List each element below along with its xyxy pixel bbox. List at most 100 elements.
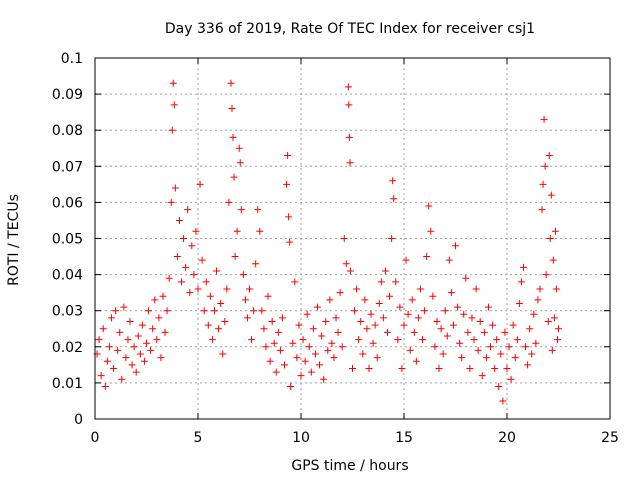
data-point <box>550 314 558 322</box>
data-point <box>408 296 416 304</box>
data-point <box>345 133 353 141</box>
data-point <box>431 343 439 351</box>
data-point <box>441 307 449 315</box>
data-point <box>301 357 309 365</box>
data-point <box>165 274 173 282</box>
data-point <box>472 285 480 293</box>
data-point <box>274 328 282 336</box>
data-point <box>266 357 274 365</box>
data-point <box>262 343 270 351</box>
data-point <box>338 343 346 351</box>
data-point <box>482 354 490 362</box>
data-point <box>474 346 482 354</box>
x-tick-label: 10 <box>292 430 310 446</box>
data-point <box>239 271 247 279</box>
data-point <box>328 339 336 347</box>
data-point <box>443 332 451 340</box>
data-point <box>462 274 470 282</box>
data-point <box>163 307 171 315</box>
data-point <box>476 318 484 326</box>
data-point <box>291 278 299 286</box>
data-point <box>551 227 559 235</box>
data-point <box>545 151 553 159</box>
data-point <box>365 364 373 372</box>
data-point <box>143 339 150 347</box>
data-point <box>223 285 231 293</box>
data-point <box>458 354 466 362</box>
data-point <box>128 361 136 369</box>
data-point <box>538 206 546 214</box>
data-point <box>320 375 328 383</box>
data-point <box>190 271 198 279</box>
data-point <box>168 126 176 134</box>
data-point <box>103 357 111 365</box>
data-point <box>250 307 258 315</box>
data-point <box>489 321 497 329</box>
data-point <box>256 227 264 235</box>
data-point <box>297 372 305 380</box>
data-point <box>544 318 552 326</box>
y-tick-label: 0.09 <box>52 87 83 103</box>
data-point <box>416 285 424 293</box>
data-point <box>456 339 464 347</box>
data-point <box>392 278 400 286</box>
data-point <box>285 213 293 221</box>
data-point <box>367 310 375 318</box>
y-tick-label: 0.01 <box>52 376 83 392</box>
data-point <box>402 256 410 264</box>
data-point <box>204 321 212 329</box>
data-point <box>289 339 297 347</box>
data-point <box>379 314 387 322</box>
data-point <box>517 278 525 286</box>
data-point <box>429 292 437 300</box>
data-point <box>147 346 155 354</box>
data-point <box>138 321 146 329</box>
data-point <box>159 292 167 300</box>
data-point <box>375 299 383 307</box>
data-point <box>468 314 476 322</box>
data-point <box>398 364 406 372</box>
data-point <box>530 310 538 318</box>
data-point <box>549 256 557 264</box>
data-point <box>114 346 122 354</box>
data-point <box>377 278 385 286</box>
data-point <box>107 314 115 322</box>
data-point <box>116 328 124 336</box>
data-point <box>539 180 547 188</box>
data-point <box>410 328 418 336</box>
data-point <box>470 336 478 344</box>
data-point <box>196 180 204 188</box>
y-tick-label: 0 <box>74 412 83 428</box>
data-point <box>345 101 353 109</box>
data-point <box>447 289 455 297</box>
data-point <box>151 296 159 304</box>
x-axis-label: GPS time / hours <box>291 458 408 474</box>
data-point <box>254 206 262 214</box>
data-point <box>389 177 397 185</box>
data-point <box>305 343 313 351</box>
data-point <box>112 307 120 315</box>
data-point <box>270 339 278 347</box>
data-point <box>478 372 486 380</box>
data-point <box>206 292 214 300</box>
data-point <box>390 195 398 203</box>
data-point <box>466 364 474 372</box>
data-point <box>246 285 253 293</box>
data-point <box>487 343 495 351</box>
data-point <box>361 296 369 304</box>
data-point <box>359 350 367 358</box>
data-point <box>400 321 408 329</box>
data-point <box>140 357 148 365</box>
data-point <box>169 79 177 87</box>
data-point <box>175 216 183 224</box>
data-point <box>258 307 266 315</box>
y-tick-label: 0.05 <box>52 232 83 248</box>
data-point <box>272 368 280 376</box>
data-point <box>346 267 354 275</box>
data-point <box>180 235 188 242</box>
data-point <box>452 242 459 250</box>
data-point <box>126 318 134 326</box>
data-point <box>326 296 334 304</box>
data-point <box>524 361 532 369</box>
data-point <box>235 144 243 152</box>
